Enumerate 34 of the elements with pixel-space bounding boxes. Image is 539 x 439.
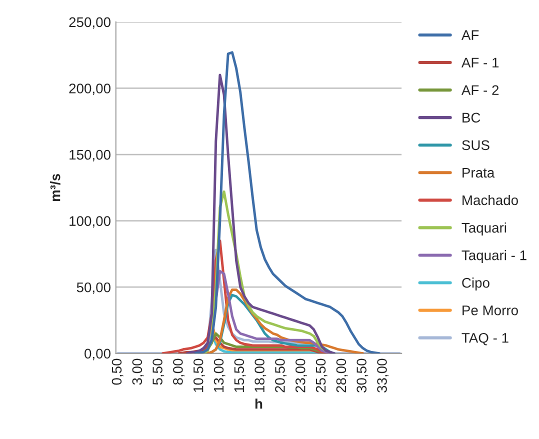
x-tick-label: 8,00	[173, 358, 185, 385]
y-tick-label: 50,00	[76, 282, 110, 294]
y-axis-title: m³/s	[50, 174, 60, 202]
x-tick-label: 18,00	[254, 358, 266, 392]
y-tick-label: 200,00	[69, 84, 110, 96]
legend-label: AF - 1	[461, 58, 499, 68]
legend-label: TAQ - 1	[462, 332, 508, 346]
legend-label: SUS	[462, 140, 490, 150]
x-axis-title: h	[255, 398, 262, 409]
legend-label: BC	[462, 112, 480, 123]
x-tick-label: 10,50	[193, 358, 205, 392]
legend-label: Taquari	[462, 222, 506, 236]
legend-label: Prata	[462, 168, 495, 178]
x-tick-label: 23,00	[295, 358, 307, 392]
x-tick-label: 13,00	[214, 358, 226, 392]
x-tick-label: 15,50	[234, 358, 246, 392]
y-tick-label: 100,00	[70, 216, 110, 228]
x-tick-label: 0,50	[112, 358, 124, 385]
x-tick-label: 30,50	[356, 358, 368, 392]
legend-label: AF	[461, 30, 479, 40]
x-tick-label: 5,50	[152, 358, 164, 385]
y-tick-label: 0,00	[84, 348, 110, 360]
x-tick-label: 20,50	[275, 358, 287, 392]
x-tick-label: 25,50	[316, 358, 328, 392]
legend-label: Taquari - 1	[462, 250, 526, 263]
legend-label: Pe Morro	[462, 306, 518, 316]
x-tick-label: 3,00	[132, 358, 144, 385]
y-tick-label: 250,00	[69, 17, 110, 29]
legend-label: AF - 2	[461, 85, 499, 95]
y-tick-label: 150,00	[70, 150, 110, 162]
x-tick-label: 33,00	[377, 358, 389, 392]
legend-label: Cipo	[462, 278, 490, 290]
x-tick-label: 28,00	[336, 358, 348, 392]
legend-label: Machado	[462, 194, 518, 206]
